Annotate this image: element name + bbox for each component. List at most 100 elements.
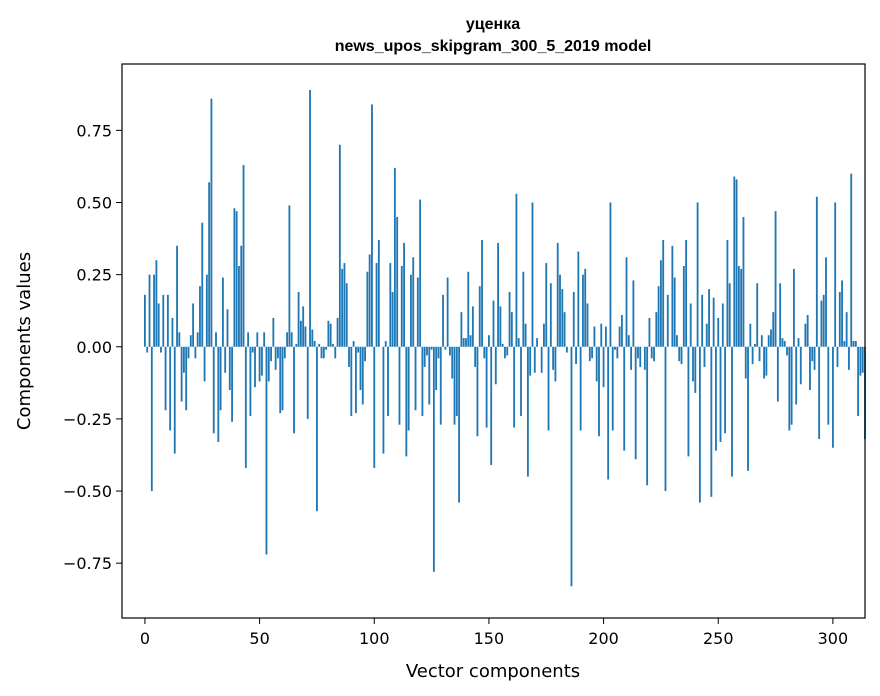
bar — [811, 346, 814, 362]
bar — [398, 346, 401, 425]
bar — [625, 257, 628, 347]
bar — [449, 346, 451, 356]
bar — [180, 346, 183, 402]
bar — [439, 346, 442, 425]
bar — [329, 323, 332, 347]
bar — [795, 346, 798, 405]
bar — [403, 242, 405, 347]
bar — [164, 346, 167, 411]
bar — [526, 346, 529, 477]
bar — [465, 338, 467, 347]
bar — [533, 346, 536, 373]
bar — [529, 346, 532, 376]
bar — [235, 211, 238, 347]
bar — [701, 294, 704, 347]
bar — [779, 283, 782, 347]
bar — [350, 346, 353, 417]
bar — [666, 294, 669, 347]
bar — [742, 216, 745, 347]
bar — [804, 323, 807, 347]
bar — [256, 332, 259, 347]
bar — [673, 277, 676, 347]
bar — [258, 346, 261, 382]
bar — [682, 265, 685, 347]
bar — [561, 289, 564, 347]
bar — [352, 341, 355, 347]
bar — [476, 346, 479, 437]
bar — [618, 326, 621, 347]
bar — [393, 167, 396, 347]
bar — [646, 346, 649, 486]
bar — [854, 341, 857, 347]
bar — [153, 274, 156, 347]
bar — [715, 346, 717, 451]
bar — [286, 332, 289, 347]
chart-title: уценка — [466, 16, 520, 33]
bar — [203, 346, 206, 382]
bar — [166, 294, 169, 347]
x-tick-label: 100 — [359, 629, 390, 648]
bar — [478, 286, 481, 347]
bar — [437, 346, 440, 359]
bar — [577, 251, 580, 347]
bar — [783, 341, 786, 347]
bar — [432, 346, 435, 572]
bar — [708, 289, 710, 347]
bar — [396, 216, 399, 347]
bar — [774, 211, 777, 347]
bar — [726, 240, 729, 347]
bar — [451, 346, 454, 379]
bar — [375, 263, 378, 347]
bar — [756, 283, 759, 347]
bar — [575, 346, 577, 365]
bar — [178, 332, 181, 347]
bar — [815, 196, 818, 347]
x-tick-label: 300 — [818, 629, 849, 648]
bar — [772, 312, 775, 347]
bar — [536, 338, 538, 347]
bar — [554, 346, 557, 382]
bar — [588, 346, 591, 362]
bar — [595, 346, 598, 382]
bar — [717, 317, 720, 347]
bar — [517, 338, 520, 347]
bar — [377, 240, 380, 347]
bar — [334, 346, 337, 359]
bar — [318, 343, 321, 347]
bar — [850, 173, 853, 347]
bar — [467, 271, 470, 347]
bar — [146, 346, 149, 353]
x-axis-label: Vector components — [406, 661, 580, 682]
bar — [818, 346, 821, 440]
bar — [238, 265, 240, 347]
bar — [313, 341, 316, 347]
bar — [219, 346, 222, 411]
bar — [249, 346, 252, 417]
bar — [763, 346, 766, 379]
bar — [345, 283, 348, 347]
bar — [373, 346, 376, 468]
bar — [721, 303, 724, 347]
bar — [799, 346, 802, 385]
bar — [423, 346, 426, 367]
bar — [338, 144, 341, 347]
bar — [838, 291, 841, 347]
bar — [189, 335, 192, 347]
bar — [460, 312, 463, 347]
bar — [192, 303, 194, 347]
bar — [171, 317, 174, 347]
y-tick-label: 0.50 — [76, 194, 112, 213]
bar — [446, 277, 449, 347]
plot-frame — [121, 63, 866, 619]
bar — [306, 346, 309, 419]
bar — [556, 242, 559, 347]
bar — [389, 263, 392, 347]
bar — [836, 346, 839, 367]
bar — [653, 346, 655, 362]
bar — [545, 263, 548, 347]
bar — [852, 341, 855, 347]
x-tick-label: 250 — [703, 629, 734, 648]
bar — [776, 346, 779, 402]
bar — [194, 346, 197, 359]
bar — [322, 346, 325, 359]
